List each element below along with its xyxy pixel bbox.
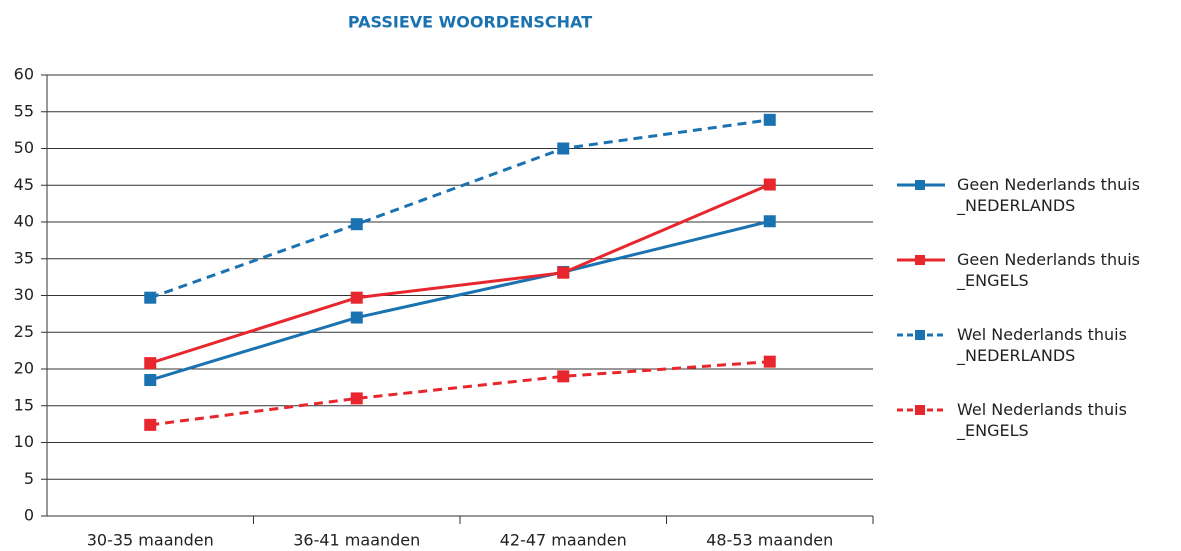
point [763,113,776,126]
legend-label: Geen Nederlands thuis _ENGELS [957,250,1141,290]
point [144,357,157,370]
point [763,215,776,228]
y-tick-label: 35 [14,248,34,267]
y-tick-label: 45 [14,175,34,194]
y-tick-label: 55 [14,101,34,120]
point [557,370,570,383]
y-tick-label: 60 [14,65,34,84]
series-line [150,360,770,427]
x-tick-label: 30-35 maanden [87,531,214,550]
series-line [149,219,771,382]
y-tick-label: 30 [14,285,34,304]
legend-marker [915,180,925,190]
point [144,418,157,431]
point [350,311,363,324]
y-tick-label: 40 [14,212,34,231]
y-tick-label: 0 [24,506,34,525]
point [144,291,157,304]
point [763,355,776,368]
legend-label: Geen Nederlands thuis _NEDERLANDS [957,175,1141,215]
point [144,374,157,387]
chart-title: PASSIEVE WOORDENSCHAT [348,13,592,32]
x-tick-label: 42-47 maanden [500,531,627,550]
x-tick-label: 48-53 maanden [706,531,833,550]
y-tick-label: 20 [14,359,34,378]
point [557,266,570,279]
y-tick-label: 50 [14,138,34,157]
point [350,218,363,231]
legend-marker [915,405,925,415]
legend-label: Wel Nederlands thuis _NEDERLANDS [957,325,1127,365]
y-tick-label: 15 [14,395,34,414]
legend-marker [915,255,925,265]
point [350,392,363,405]
series-line [149,183,771,365]
series-line [149,118,770,300]
point [763,178,776,191]
y-tick-label: 5 [24,469,34,488]
y-tick-label: 10 [14,432,34,451]
legend-marker [915,330,925,340]
point [350,291,363,304]
point [557,142,570,155]
x-tick-label: 36-41 maanden [293,531,420,550]
y-tick-label: 25 [14,322,34,341]
legend-label: Wel Nederlands thuis _ENGELS [957,400,1127,440]
